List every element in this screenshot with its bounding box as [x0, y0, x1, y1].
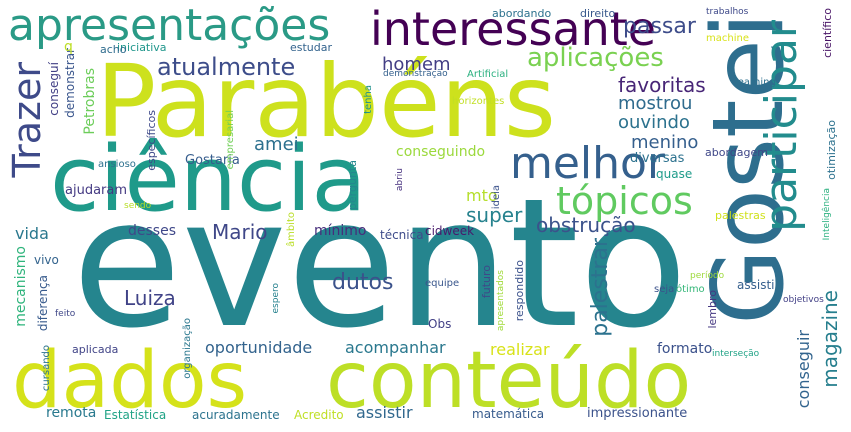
- word-vivo: vivo: [34, 253, 59, 267]
- word-atualmente: atualmente: [157, 53, 296, 81]
- word-estudar: estudar: [290, 41, 333, 54]
- word-objetivos: objetivos: [783, 295, 824, 305]
- word-diversas: diversas: [630, 151, 685, 166]
- word-artificial: Artificial: [467, 69, 509, 80]
- word-quase: quase: [656, 167, 693, 181]
- word-consegui: conseguí: [47, 62, 61, 116]
- word-matematica: matemática: [472, 407, 545, 421]
- word-intersecao: interseção: [712, 349, 760, 359]
- word-minimo: mínimo: [314, 223, 367, 239]
- word-desses: desses: [128, 223, 176, 239]
- word-aplicada: aplicada: [72, 343, 119, 356]
- word-ideia: ideia: [491, 185, 502, 210]
- word-q: q: [64, 39, 73, 55]
- word-mostrou: mostrou: [618, 93, 693, 114]
- word-cientifico: científico: [821, 8, 834, 58]
- word-mecanismo: mecanismo: [13, 246, 29, 327]
- word-participar: participar: [756, 20, 807, 232]
- word-gostaria: Gostaria: [185, 153, 240, 168]
- word-dados: dados: [12, 336, 248, 426]
- word-topicos: tópicos: [556, 179, 693, 223]
- word-acho: acho: [100, 43, 127, 56]
- word-petrobras: Petrobras: [82, 68, 98, 135]
- word-empresarial: empresarial: [225, 110, 236, 170]
- word-equipe: equipe: [425, 278, 460, 289]
- word-inteligencia: Inteligência: [822, 188, 832, 241]
- word-tenha: tenha: [363, 85, 374, 114]
- word-assistir: assistir: [356, 403, 413, 422]
- word-cidweek: cidweek: [425, 224, 475, 238]
- word-feito: feito: [55, 309, 76, 319]
- word-demonstrar: demonstrar: [63, 48, 77, 118]
- word-learning: learning: [735, 77, 776, 88]
- word-abordagem: abordagem: [705, 146, 768, 159]
- word-remota: remota: [46, 405, 97, 421]
- word-ouvindo: ouvindo: [618, 112, 690, 133]
- word-tecnica: técnica: [380, 228, 424, 242]
- word-palestrar: palestrar: [588, 238, 613, 337]
- word-parabens: Parabéns: [96, 43, 556, 160]
- word-aplicacoes: aplicações: [527, 43, 664, 73]
- word-cursando: cursando: [41, 345, 52, 392]
- word-homem: homem: [382, 54, 451, 75]
- word-apresentados: apresentados: [496, 270, 506, 332]
- word-vida: vida: [15, 224, 49, 243]
- word-futuro: futuro: [480, 265, 493, 299]
- word-conteudo: conteúdo: [326, 336, 692, 426]
- word-super: super: [466, 203, 523, 227]
- word-luiza: Luiza: [124, 286, 176, 310]
- word-espero: espero: [271, 283, 281, 314]
- word-direito: direito: [580, 7, 616, 20]
- word-demonstracao: demonstração: [383, 69, 448, 79]
- word-lembro: lembro: [706, 290, 719, 329]
- word-otimizacao: otimização: [825, 120, 838, 180]
- word-amei: amei: [254, 134, 299, 155]
- word-organizacao: organização: [182, 318, 193, 379]
- word-obs: Obs: [428, 317, 452, 331]
- word-ambito: âmbito: [286, 212, 297, 248]
- word-palestras: palestras: [715, 209, 766, 222]
- word-abordando: abordando: [492, 7, 552, 20]
- word-estatistica: Estatística: [104, 408, 167, 422]
- word-ansioso: ansioso: [98, 159, 136, 170]
- word-trabalhos: trabalhos: [706, 7, 749, 17]
- word-dutos: dutos: [332, 270, 394, 295]
- word-apresentacoes: apresentações: [8, 0, 331, 51]
- word-especificos: específicos: [145, 110, 158, 171]
- word-trazer: Trazer: [5, 62, 49, 178]
- word-conseguindo: conseguindo: [396, 144, 486, 160]
- word-seja: seja: [654, 284, 675, 295]
- word-obstrucao: obstrução: [536, 213, 636, 237]
- word-iniciativa: iniciativa: [117, 41, 167, 54]
- word-ajudaram: ajudaram: [65, 183, 128, 198]
- word-formato: formato: [657, 341, 713, 357]
- word-acredito: Acredito: [294, 408, 344, 422]
- word-passar: passar: [623, 14, 696, 39]
- word-respondido: respondido: [513, 260, 526, 322]
- word-horizontes: horizontes: [452, 96, 505, 107]
- word-ciencia: ciência: [50, 127, 367, 232]
- word-periodo: período: [690, 271, 725, 281]
- word-acuradamente: acuradamente: [192, 408, 280, 422]
- word-favoritas: favoritas: [618, 73, 706, 97]
- word-evento: evento: [72, 160, 688, 367]
- word-machine: machine: [706, 33, 749, 44]
- word-interessante: interessante: [370, 2, 657, 56]
- word-menino: menino: [631, 132, 699, 153]
- word-conseguir: conseguir: [794, 330, 813, 409]
- word-pergunta: pergunta: [346, 160, 359, 211]
- word-melhor: melhor: [510, 138, 666, 189]
- word-diferenca: diferença: [36, 275, 50, 332]
- word-assisti: assisti: [737, 278, 775, 292]
- word-otimo: ótimo: [676, 284, 705, 295]
- word-mto: mto: [466, 186, 498, 205]
- word-sendo: sendo: [124, 201, 152, 211]
- word-acompanhar: acompanhar: [345, 338, 446, 357]
- word-realizar: realizar: [490, 340, 550, 359]
- word-oportunidade: oportunidade: [205, 338, 313, 357]
- word-abriu: abriu: [395, 168, 405, 192]
- word-impressionante: impressionante: [587, 406, 688, 421]
- word-mario: Mario: [212, 220, 268, 244]
